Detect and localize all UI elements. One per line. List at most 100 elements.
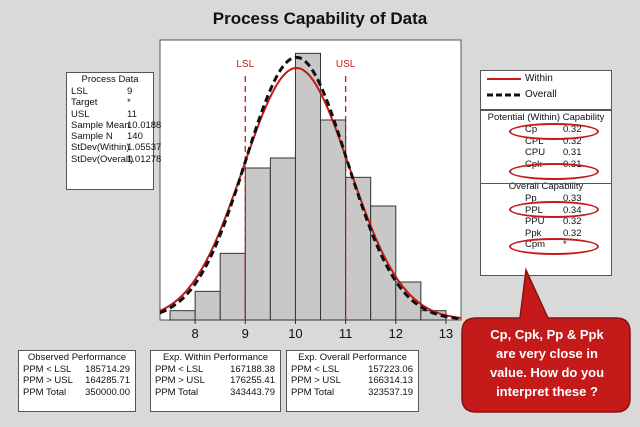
data-row: CPU 0.31 (481, 147, 611, 159)
data-row: PPM Total 350000.00 (19, 387, 135, 398)
chart-title: Process Capability of Data (212, 9, 428, 28)
row-value: 1.05537 (127, 142, 162, 154)
data-row: PPM Total 323537.19 (287, 387, 418, 398)
row-label: USL (71, 108, 90, 120)
cpk-highlight-oval (509, 163, 599, 180)
legend-within: Within (481, 71, 611, 87)
row-value: 167188.38 (230, 364, 275, 375)
row-value: 11 (127, 108, 137, 120)
data-row: Pp 0.33 (481, 193, 611, 205)
data-row: PPU 0.32 (481, 216, 611, 228)
histogram-bar (194, 290, 221, 321)
row-label: LSL (71, 86, 88, 97)
within-performance-rows: PPM < LSL 167188.38 PPM > USL 176255.41 PPM … (151, 364, 280, 398)
row-label: CPU (525, 147, 546, 158)
x-tick-label: 11 (339, 326, 353, 341)
data-row: Sample N 140 (67, 131, 153, 142)
row-label: PPM < LSL (155, 364, 204, 375)
observed-performance-panel: Observed Performance PPM < LSL 185714.29 P… (18, 350, 136, 412)
x-tick-label: 13 (439, 326, 453, 341)
histogram-bar (294, 52, 322, 321)
row-label: PPM < LSL (291, 364, 340, 375)
legend-overall-swatch (487, 93, 521, 97)
process-data-rows: LSL 9 Target * USL 11 Sample Mean 10.0188 Sample… (67, 86, 161, 165)
data-row: PPM < LSL 157223.06 (287, 364, 418, 375)
data-row: PPM > USL 166314.13 (287, 375, 418, 386)
usl-label: USL (336, 59, 356, 70)
row-value: 1.01278 (127, 153, 162, 165)
overall-capability-title: Overall Capability (508, 181, 584, 192)
row-label: PPM < LSL (23, 364, 72, 375)
x-axis: 8 9 10 11 12 13 (191, 320, 453, 341)
data-row: Ppk 0.32 (481, 228, 611, 240)
callout-shape (461, 267, 631, 413)
row-label: PPM Total (291, 386, 335, 398)
row-value: 0.31 (563, 147, 582, 158)
callout-line: value. How do you (489, 365, 605, 380)
x-tick-label: 9 (242, 326, 249, 341)
callout-text: Cp, Cpk, Pp & Ppk are very close in valu… (462, 325, 632, 401)
spec-limits: LSL USL (236, 59, 356, 320)
data-row: StDev(Within) 1.05537 (67, 142, 161, 154)
legend-overall-label: Overall (525, 89, 557, 100)
within-performance-title: Exp. Within Performance (162, 352, 269, 363)
row-value: 0.32 (563, 216, 582, 227)
x-tick-label: 12 (389, 326, 403, 341)
callout-line: are very close in (496, 346, 598, 361)
data-row: PPM > USL 164285.71 (19, 375, 135, 386)
row-value: 164285.71 (85, 375, 130, 387)
callout-line: Cp, Cpk, Pp & Ppk (490, 327, 604, 342)
row-value: 176255.41 (230, 375, 275, 387)
row-value: 140 (127, 131, 143, 143)
row-label: Ppk (525, 227, 542, 239)
cp-highlight-oval (509, 123, 599, 140)
row-value: 10.0188 (127, 119, 162, 131)
histogram-bar (345, 176, 372, 321)
row-label: PPM > USL (23, 375, 73, 387)
row-label: PPU (525, 216, 545, 227)
row-label: Pp (525, 193, 537, 204)
data-row: PPM < LSL 167188.38 (151, 364, 280, 375)
row-value: 9 (127, 86, 133, 97)
process-data-panel: Process Data LSL 9 Target * USL 11 Sample Mean… (66, 72, 161, 190)
data-row: StDev(Overall) 1.01278 (67, 154, 161, 165)
row-value: 350000.00 (85, 386, 130, 398)
observed-performance-rows: PPM < LSL 185714.29 PPM > USL 164285.71 PPM … (19, 364, 135, 398)
row-value: 343443.79 (230, 386, 275, 398)
observed-performance-title: Observed Performance (27, 352, 127, 363)
row-value: 0.32 (563, 227, 582, 239)
histogram-bar (370, 205, 397, 321)
x-tick-label: 8 (191, 326, 198, 341)
row-label: StDev(Within) (71, 142, 130, 154)
row-value: 166314.13 (368, 375, 413, 387)
overall-performance-rows: PPM < LSL 157223.06 PPM > USL 166314.13 PPM … (287, 364, 418, 398)
data-row: USL 11 (67, 109, 153, 120)
legend-within-swatch (487, 78, 521, 80)
callout-line: interpret these ? (496, 384, 598, 399)
process-data-title: Process Data (81, 74, 139, 85)
data-row: Sample Mean 10.0188 (67, 119, 161, 131)
row-label: PPM Total (155, 386, 199, 398)
histogram-bar (320, 119, 347, 321)
distribution-curves (159, 55, 462, 321)
ppk-highlight-oval (509, 238, 599, 255)
legend-overall: Overall (481, 87, 611, 103)
row-label: Sample N (71, 131, 113, 143)
data-row: PPM < LSL 185714.29 (19, 364, 135, 375)
row-label: PPM Total (23, 386, 67, 398)
row-value: 185714.29 (85, 364, 130, 375)
row-label: Sample Mean (71, 119, 130, 131)
row-value: 157223.06 (368, 364, 413, 375)
data-row: Target * (67, 97, 153, 108)
x-tick-label: 10 (288, 326, 302, 341)
legend: Within Overall (480, 70, 612, 110)
within-performance-panel: Exp. Within Performance PPM < LSL 167188.… (150, 350, 281, 412)
row-label: Target (71, 97, 98, 109)
legend-within-label: Within (525, 73, 553, 84)
overall-performance-panel: Exp. Overall Performance PPM < LSL 157223… (286, 350, 419, 412)
row-value: 323537.19 (368, 386, 413, 398)
row-value: 0.33 (563, 193, 582, 204)
row-value: * (127, 97, 131, 109)
